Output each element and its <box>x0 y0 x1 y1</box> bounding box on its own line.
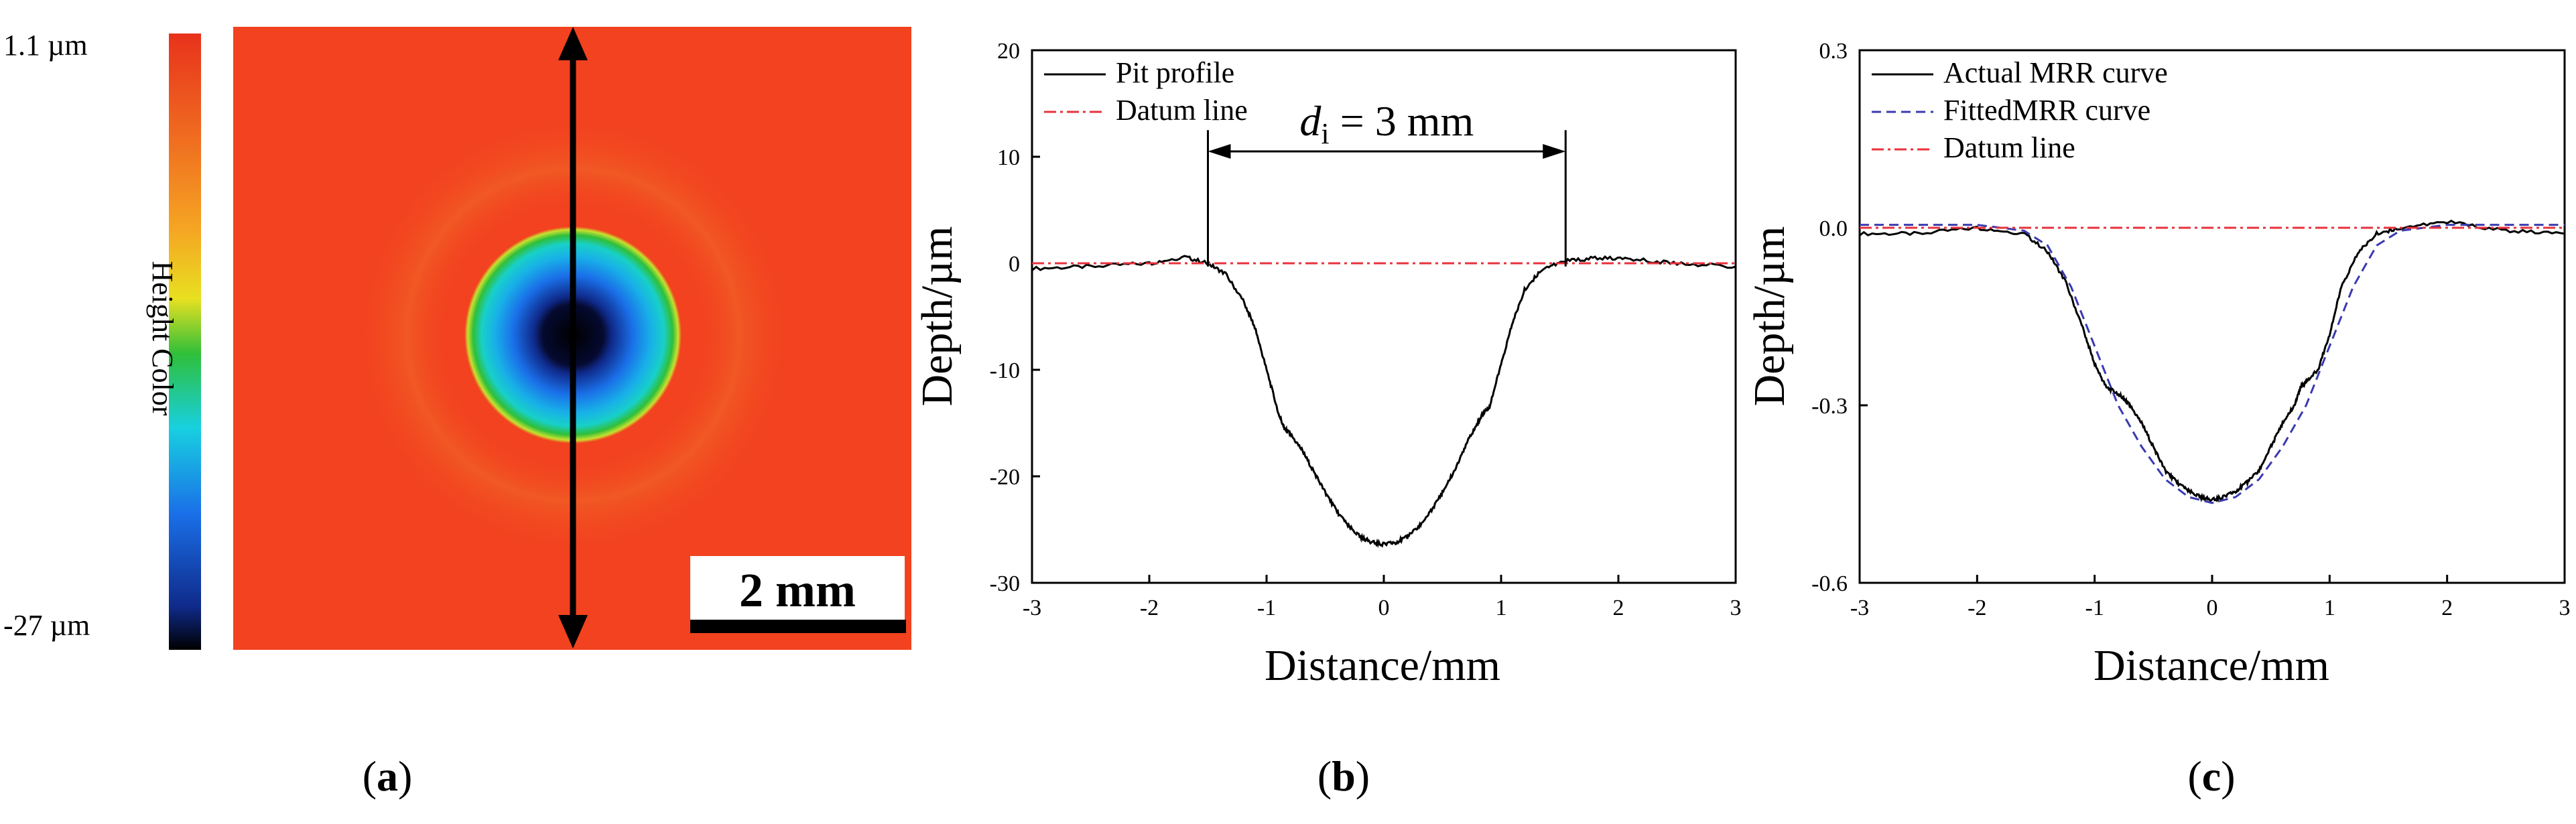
c-ytick-label: 0.0 <box>1819 216 1848 241</box>
annotation-arrowhead-left <box>1208 144 1231 159</box>
c-xtick-label: 2 <box>2441 596 2453 620</box>
tick-group-c: -3 -2 -1 0 1 2 3 -0.6 -0.3 0.0 0.3 <box>1811 39 2570 620</box>
c-xtick-label: 3 <box>2559 596 2571 620</box>
annotation-di: di = 3 mm <box>1207 97 1567 267</box>
c-legend-label: FittedMRR curve <box>1943 94 2150 127</box>
c-xtick-label: 1 <box>2324 596 2335 620</box>
b-xtick-label: 1 <box>1496 596 1507 620</box>
b-xtick-label: 2 <box>1613 596 1624 620</box>
scale-bar <box>690 620 906 633</box>
b-ytick-label: 0 <box>1009 252 1020 277</box>
scale-bar-label: 2 mm <box>739 563 856 617</box>
legend-c: Actual MRR curve FittedMRR curve Datum lin… <box>1872 56 2168 164</box>
b-xtick-label: -2 <box>1140 596 1159 620</box>
colorbar <box>169 33 201 650</box>
x-axis-label-c: Distance/mm <box>2094 641 2329 690</box>
c-series-fittedmrr-curve <box>1860 224 2565 504</box>
c-legend-label: Datum line <box>1943 131 2075 164</box>
b-xtick-label: -3 <box>1023 596 1041 620</box>
c-xtick-label: -2 <box>1968 596 1986 620</box>
b-ytick-label: -30 <box>990 571 1020 596</box>
c-ytick-label: -0.3 <box>1811 394 1848 419</box>
b-ytick-label: -20 <box>990 465 1020 490</box>
series-group-c <box>1859 219 2565 504</box>
c-xtick-label: -1 <box>2085 596 2104 620</box>
b-legend-label: Datum line <box>1116 94 1248 127</box>
b-series-pit-profile <box>1031 255 1736 549</box>
panel-a: 1.1 µm -27 µm Height Color 2 mm (a) <box>3 27 911 800</box>
b-legend-label: Pit profile <box>1116 56 1234 89</box>
x-axis-label-b: Distance/mm <box>1265 641 1500 690</box>
panel-label-a: (a) <box>363 752 413 800</box>
panel-label-c: (c) <box>2187 752 2235 800</box>
y-axis-label-b: Depth/µm <box>913 226 962 407</box>
c-legend-label: Actual MRR curve <box>1943 56 2168 89</box>
c-ytick-label: 0.3 <box>1819 39 1848 64</box>
c-xtick-label: 0 <box>2207 596 2218 620</box>
b-ytick-label: 10 <box>997 145 1020 170</box>
colorbar-bottom-label: -27 µm <box>3 609 90 642</box>
c-xtick-label: -3 <box>1850 596 1869 620</box>
y-axis-label-c: Depth/µm <box>1745 226 1794 407</box>
panel-label-b: (b) <box>1317 752 1370 800</box>
c-series-actual-mrr-curve <box>1859 219 2565 503</box>
colorbar-title: Height Color <box>146 261 179 416</box>
annotation-arrowhead-right <box>1543 144 1566 159</box>
colorbar-top-label: 1.1 µm <box>3 29 88 62</box>
b-ytick-label: -10 <box>990 358 1020 383</box>
profile-arrow-bottom <box>558 615 588 648</box>
b-ytick-label: 20 <box>997 39 1020 64</box>
b-xtick-label: 0 <box>1378 596 1390 620</box>
profile-arrow-top <box>558 27 588 60</box>
scale-bar-box <box>690 556 905 620</box>
annotation-di-label: di = 3 mm <box>1299 97 1474 150</box>
b-xtick-label: -1 <box>1257 596 1276 620</box>
legend-b: Pit profile Datum line <box>1044 56 1248 127</box>
panel-c: -3 -2 -1 0 1 2 3 -0.6 -0.3 0.0 0.3 Actual MRR curv… <box>1745 39 2571 800</box>
c-ytick-label: -0.6 <box>1811 571 1848 596</box>
series-group-b <box>1031 255 1736 549</box>
b-xtick-label: 3 <box>1730 596 1742 620</box>
